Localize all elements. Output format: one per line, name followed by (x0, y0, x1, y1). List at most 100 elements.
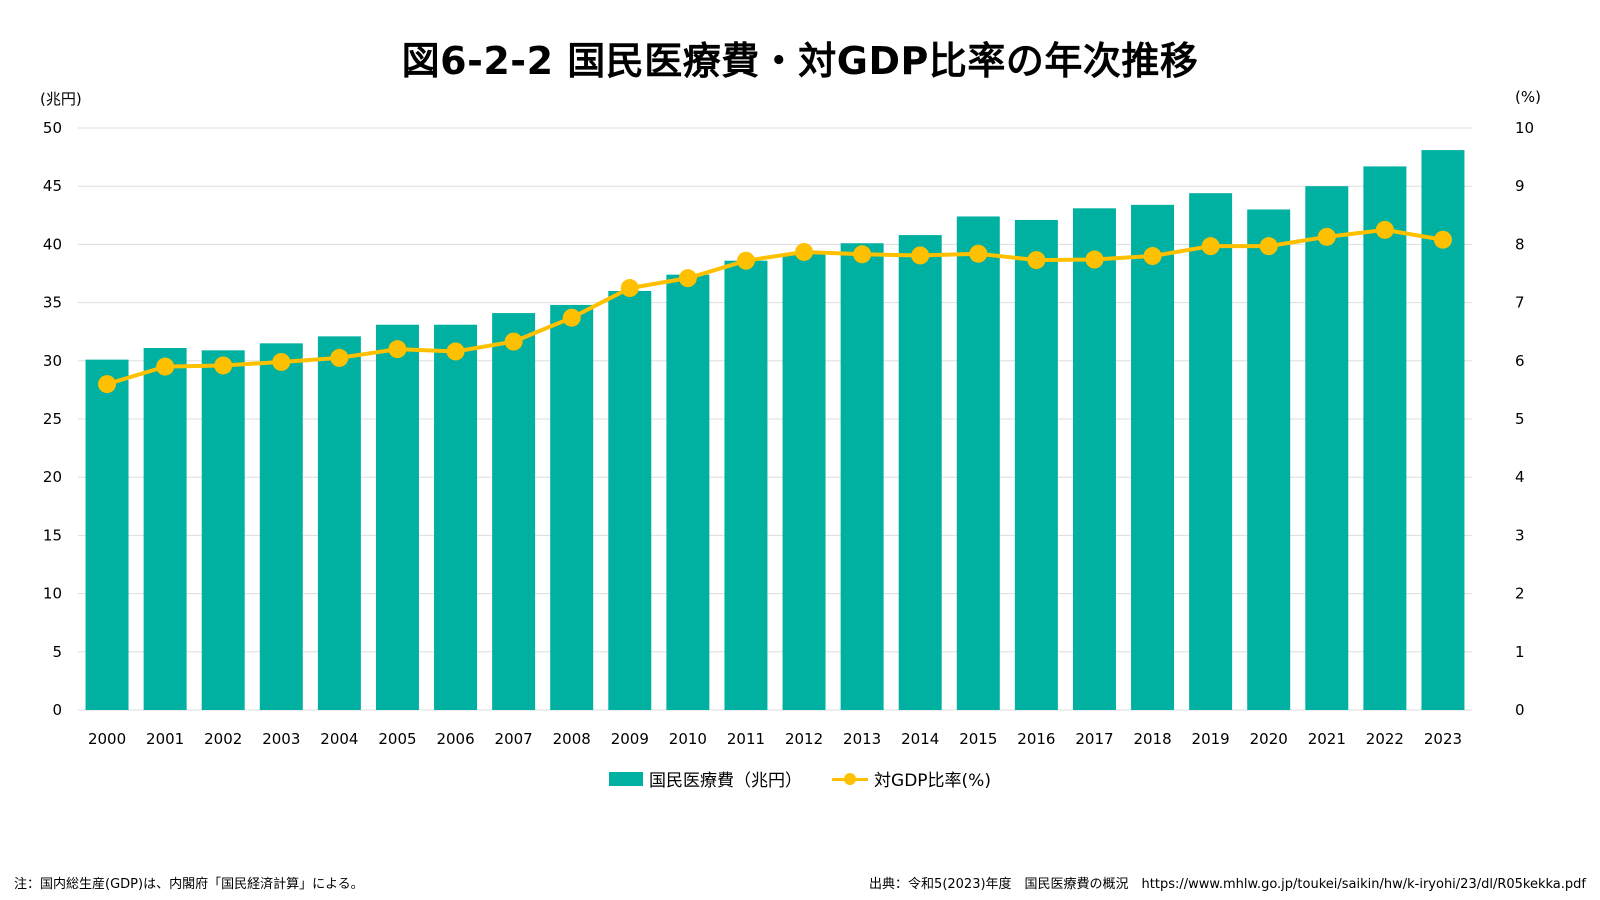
y-right-tick-label: 1 (1515, 643, 1525, 661)
x-tick-label: 2021 (1308, 730, 1346, 748)
x-tick-label: 2012 (785, 730, 823, 748)
legend-item-line: 対GDP比率(%) (832, 766, 991, 791)
y-right-tick-label: 0 (1515, 701, 1525, 719)
gdp-ratio-point-2012 (795, 242, 814, 261)
x-tick-label: 2023 (1424, 730, 1462, 748)
y-left-tick-label: 45 (43, 177, 62, 195)
bar-2005 (375, 324, 419, 710)
line-series (98, 220, 1452, 394)
gdp-ratio-point-2016 (1027, 251, 1046, 270)
bar-2007 (492, 313, 536, 710)
x-tick-label: 2015 (959, 730, 997, 748)
x-tick-label: 2016 (1017, 730, 1055, 748)
x-tick-label: 2006 (436, 730, 474, 748)
x-tick-label: 2011 (727, 730, 765, 748)
legend: 国民医療費（兆円） 対GDP比率(%) (0, 766, 1600, 791)
x-tick-label: 2010 (669, 730, 707, 748)
bar-2019 (1189, 193, 1233, 710)
bar-2016 (1014, 219, 1058, 710)
gdp-ratio-point-2000 (98, 375, 117, 394)
gdp-ratio-point-2014 (911, 246, 930, 265)
gdp-ratio-point-2003 (272, 352, 291, 371)
y-left-tick-label: 40 (43, 235, 62, 253)
gdp-ratio-point-2013 (853, 245, 872, 264)
bar-2015 (956, 216, 1000, 711)
bar-2004 (317, 336, 361, 710)
y-left-tick-label: 30 (43, 352, 62, 370)
bar-2014 (898, 235, 942, 710)
x-tick-label: 2017 (1075, 730, 1113, 748)
gdp-ratio-point-2006 (446, 342, 465, 361)
legend-bar-label: 国民医療費（兆円） (649, 771, 803, 791)
y-right-tick-label: 4 (1515, 468, 1525, 486)
legend-item-bar: 国民医療費（兆円） (609, 766, 802, 791)
bar-2011 (724, 260, 768, 710)
bar-2013 (840, 243, 884, 710)
x-tick-label: 2014 (901, 730, 939, 748)
y-left-tick-label: 25 (43, 410, 62, 428)
y-left-tick-label: 15 (43, 526, 62, 544)
bar-2000 (85, 359, 129, 710)
gdp-ratio-point-2007 (504, 332, 523, 351)
right-axis-unit: (%) (1515, 88, 1541, 106)
bar-2018 (1131, 204, 1175, 710)
x-tick-label: 2004 (320, 730, 358, 748)
y-right-tick-label: 10 (1515, 119, 1534, 137)
y-right-tick-label: 3 (1515, 526, 1525, 544)
legend-bar-swatch (609, 771, 644, 786)
x-tick-label: 2000 (88, 730, 126, 748)
y-left-tick-label: 0 (52, 701, 62, 719)
gdp-ratio-point-2008 (562, 308, 581, 327)
gdp-ratio-point-2019 (1201, 237, 1220, 256)
gdp-ratio-line (106, 227, 1444, 386)
gdp-ratio-point-2021 (1317, 227, 1336, 246)
bar-2021 (1305, 186, 1349, 710)
y-right-tick-label: 9 (1515, 177, 1525, 195)
bar-2012 (782, 253, 826, 710)
y-left-tick-label: 50 (43, 119, 62, 137)
x-tick-label: 2003 (262, 730, 300, 748)
x-tick-label: 2013 (843, 730, 881, 748)
gdp-ratio-point-2002 (214, 356, 233, 375)
bar-series (85, 150, 1465, 711)
bar-2017 (1072, 208, 1116, 711)
gdp-ratio-point-2005 (388, 340, 407, 359)
gdp-ratio-point-2015 (969, 244, 988, 263)
bar-2003 (259, 343, 303, 710)
gdp-ratio-point-2023 (1433, 230, 1452, 249)
gdp-ratio-point-2011 (736, 251, 755, 270)
x-tick-label: 2005 (378, 730, 416, 748)
y-left-tick-label: 20 (43, 468, 62, 486)
bar-2008 (550, 304, 594, 710)
x-tick-label: 2018 (1133, 730, 1171, 748)
legend-line-swatch (832, 772, 869, 786)
left-axis-unit: (兆円) (40, 90, 82, 108)
x-tick-label: 2001 (146, 730, 184, 748)
gdp-ratio-point-2010 (678, 269, 697, 288)
legend-line-label: 対GDP比率(%) (874, 771, 991, 791)
bar-2020 (1247, 209, 1291, 711)
gdp-ratio-point-2020 (1259, 237, 1278, 256)
y-right-tick-label: 8 (1515, 235, 1525, 253)
x-tick-label: 2007 (495, 730, 533, 748)
gdp-ratio-point-2004 (330, 348, 349, 367)
x-tick-label: 2020 (1250, 730, 1288, 748)
gdp-ratio-point-2009 (620, 279, 639, 298)
y-right-tick-label: 5 (1515, 410, 1525, 428)
bar-2006 (434, 324, 478, 710)
y-right-tick-label: 7 (1515, 294, 1525, 312)
y-left-tick-label: 10 (43, 585, 62, 603)
footnote-source: 出典：令和5(2023)年度 国民医療費の概況 https://www.mhlw… (869, 877, 1586, 892)
bar-2001 (143, 347, 187, 710)
gdp-ratio-point-2017 (1085, 250, 1104, 269)
bar-2022 (1363, 166, 1407, 711)
bar-2002 (201, 350, 245, 710)
chart-title: 図6-2-2 国民医療費・対GDP比率の年次推移 (401, 39, 1199, 83)
gdp-ratio-point-2022 (1375, 220, 1394, 239)
bar-2010 (666, 274, 710, 710)
x-tick-label: 2002 (204, 730, 242, 748)
y-right-tick-label: 6 (1515, 352, 1525, 370)
gdp-ratio-point-2001 (156, 357, 175, 376)
